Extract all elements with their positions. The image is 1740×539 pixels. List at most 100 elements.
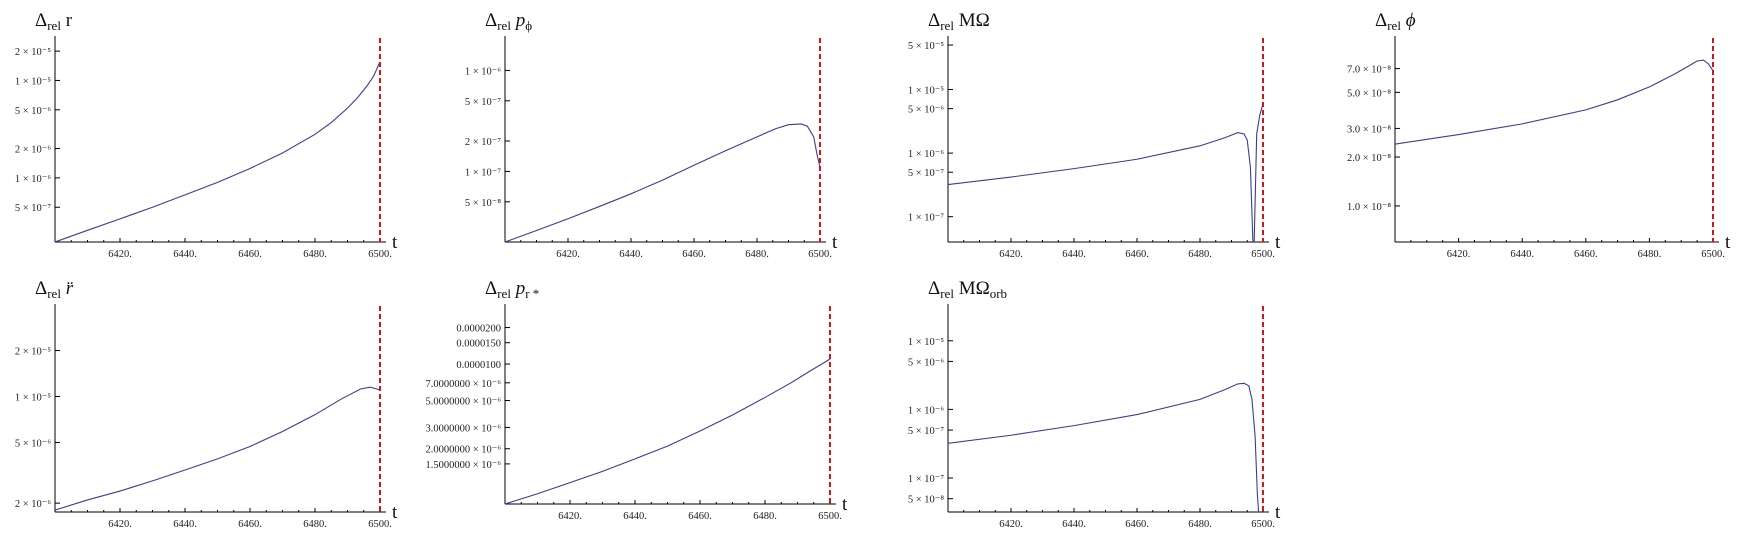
x-tick-label: 6480. xyxy=(303,519,327,530)
x-tick-label: 6500. xyxy=(368,519,392,530)
x-tick-label: 6440. xyxy=(1510,249,1534,260)
x-tick-label: 6440. xyxy=(173,249,197,260)
x-axis-label: t xyxy=(392,502,398,523)
chart-title: Δrel MΩorb xyxy=(928,278,1007,301)
x-tick-label: 6480. xyxy=(1188,249,1212,260)
x-tick-label: 6420. xyxy=(108,249,132,260)
y-tick-label: 3.0000000 × 10⁻⁶ xyxy=(426,423,502,434)
x-tick-label: 6460. xyxy=(1125,249,1149,260)
y-tick-label: 5 × 10⁻⁷ xyxy=(15,203,51,214)
y-tick-label: 5 × 10⁻⁶ xyxy=(908,357,944,368)
y-tick-label: 2.0000000 × 10⁻⁶ xyxy=(426,445,502,456)
chart-panel-1: Δrel r 6420. 6440. 6460. 6480. 6500. 5 × 10⁻⁷ 1… xyxy=(15,10,398,260)
x-axis-label: t xyxy=(1275,502,1281,523)
chart-title: Δrel MΩ xyxy=(928,10,990,33)
y-tick-label: 5 × 10⁻⁷ xyxy=(908,426,944,437)
y-tick-label: 1 × 10⁻⁶ xyxy=(15,174,51,185)
y-tick-label: 2 × 10⁻⁶ xyxy=(15,499,51,510)
chart-title: Δrel pr * xyxy=(485,278,539,301)
x-tick-label: 6460. xyxy=(238,519,262,530)
x-tick-label: 6500. xyxy=(368,249,392,260)
x-tick-label: 6500. xyxy=(1251,519,1275,530)
chart-title: Δrel pϕ xyxy=(485,10,532,33)
y-tick-label: 5 × 10⁻⁸ xyxy=(908,495,944,506)
x-axis-label: t xyxy=(1275,232,1281,253)
x-tick-label: 6420. xyxy=(558,511,582,522)
y-tick-label: 1 × 10⁻⁶ xyxy=(465,66,501,77)
x-tick-label: 6460. xyxy=(1574,249,1598,260)
x-tick-label: 6500. xyxy=(818,511,842,522)
data-series-line xyxy=(948,103,1264,242)
x-axis-label: t xyxy=(1725,232,1731,253)
x-tick-label: 6500. xyxy=(1701,249,1725,260)
y-tick-label: 5 × 10⁻⁶ xyxy=(15,106,51,117)
y-tick-label: 1 × 10⁻⁷ xyxy=(465,167,501,178)
chart-panel-4: Δrel ϕ 6420. 6440. 6460. 6480. 6500. 1.0 × 10⁻… xyxy=(1347,10,1731,260)
chart-title: Δrel ϕ xyxy=(1375,10,1416,33)
x-tick-label: 6460. xyxy=(682,249,706,260)
y-tick-label: 5.0 × 10⁻⁸ xyxy=(1347,88,1391,99)
y-tick-label: 0.0000200 xyxy=(456,324,501,335)
x-tick-label: 6460. xyxy=(688,511,712,522)
y-tick-label: 1 × 10⁻⁶ xyxy=(908,149,944,160)
x-tick-label: 6420. xyxy=(999,249,1023,260)
x-tick-label: 6420. xyxy=(556,249,580,260)
x-tick-label: 6480. xyxy=(753,511,777,522)
chart-panel-6: Δrel pr * 6420. 6440. 6460. 6480. 6500. 1.5000… xyxy=(426,278,849,522)
x-tick-label: 6440. xyxy=(623,511,647,522)
chart-panel-3: Δrel MΩ 6420. 6440. 6460. 6480. 6500. 1 × 10⁻⁷… xyxy=(908,10,1281,260)
x-tick-label: 6460. xyxy=(238,249,262,260)
data-series-line xyxy=(55,61,381,242)
x-tick-label: 6440. xyxy=(173,519,197,530)
x-tick-label: 6480. xyxy=(303,249,327,260)
y-tick-label: 3.0 × 10⁻⁸ xyxy=(1347,124,1391,135)
x-axis-label: t xyxy=(842,494,848,515)
y-tick-label: 1.5000000 × 10⁻⁶ xyxy=(426,460,502,471)
y-tick-label: 2 × 10⁻⁵ xyxy=(15,47,51,58)
x-axis-label: t xyxy=(832,232,838,253)
y-tick-label: 0.0000150 xyxy=(456,339,501,350)
data-series-line xyxy=(505,123,821,242)
x-tick-label: 6500. xyxy=(1251,249,1275,260)
y-tick-label: 1 × 10⁻⁶ xyxy=(908,405,944,416)
y-tick-label: 0.0000100 xyxy=(456,360,501,371)
y-tick-label: 2 × 10⁻⁷ xyxy=(465,137,501,148)
x-tick-label: 6480. xyxy=(1638,249,1662,260)
chart-title: Δrel r xyxy=(35,10,73,33)
chart-panel-5: Δrel r̈ 6420. 6440. 6460. 6480. 6500. 2 × 10⁻⁶… xyxy=(15,278,398,530)
y-tick-label: 5 × 10⁻⁷ xyxy=(908,168,944,179)
y-tick-label: 1.0 × 10⁻⁸ xyxy=(1347,202,1391,213)
x-tick-label: 6440. xyxy=(619,249,643,260)
y-tick-label: 5 × 10⁻⁶ xyxy=(908,105,944,116)
x-axis-label: t xyxy=(392,232,398,253)
y-tick-label: 2.0 × 10⁻⁸ xyxy=(1347,153,1391,164)
data-series-line xyxy=(1395,59,1714,145)
data-series-line xyxy=(55,386,381,511)
chart-title: Δrel r̈ xyxy=(35,278,74,301)
y-tick-label: 1 × 10⁻⁵ xyxy=(15,76,51,87)
data-series-line xyxy=(505,358,831,504)
chart-panel-2: Δrel pϕ 6420. 6440. 6460. 6480. 6500. 5 × 10⁻⁸… xyxy=(465,10,838,260)
y-tick-label: 7.0 × 10⁻⁸ xyxy=(1347,65,1391,76)
x-tick-label: 6460. xyxy=(1125,519,1149,530)
y-tick-label: 5 × 10⁻⁸ xyxy=(465,198,501,209)
y-tick-label: 1 × 10⁻⁵ xyxy=(908,85,944,96)
y-tick-label: 2 × 10⁻⁶ xyxy=(15,145,51,156)
data-series-line xyxy=(948,382,1260,512)
x-tick-label: 6500. xyxy=(808,249,832,260)
y-tick-label: 5 × 10⁻⁷ xyxy=(465,97,501,108)
x-tick-label: 6420. xyxy=(108,519,132,530)
chart-panel-7: Δrel MΩorb 6420. 6440. 6460. 6480. 6500. 5 × 1… xyxy=(908,278,1281,530)
x-tick-label: 6420. xyxy=(999,519,1023,530)
x-tick-label: 6440. xyxy=(1062,249,1086,260)
y-tick-label: 5 × 10⁻⁵ xyxy=(908,41,944,52)
y-tick-label: 7.0000000 × 10⁻⁶ xyxy=(426,379,502,390)
y-tick-label: 1 × 10⁻⁷ xyxy=(908,474,944,485)
y-tick-label: 5.0000000 × 10⁻⁶ xyxy=(426,397,502,408)
x-tick-label: 6420. xyxy=(1447,249,1471,260)
y-tick-label: 1 × 10⁻⁵ xyxy=(15,392,51,403)
y-tick-label: 1 × 10⁻⁵ xyxy=(908,337,944,348)
x-tick-label: 6440. xyxy=(1062,519,1086,530)
y-tick-label: 2 × 10⁻⁵ xyxy=(15,347,51,358)
